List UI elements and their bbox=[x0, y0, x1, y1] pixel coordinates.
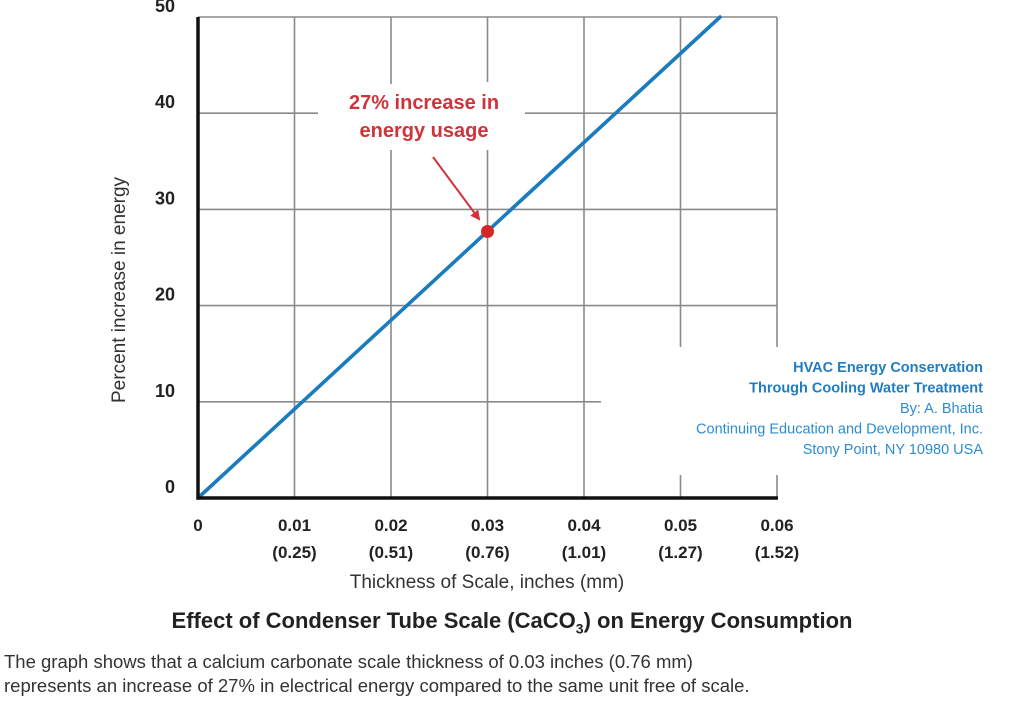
title-text: Effect of Condenser Tube Scale (CaCO bbox=[171, 608, 576, 633]
x-tick-label: 0.05 bbox=[664, 516, 697, 535]
credit-line: Continuing Education and Development, In… bbox=[696, 422, 983, 438]
x-tick-sublabel: (1.01) bbox=[562, 543, 606, 562]
annotation-arrow bbox=[432, 156, 481, 221]
x-tick-sublabel: (0.51) bbox=[369, 543, 413, 562]
x-tick-label: 0.03 bbox=[471, 516, 504, 535]
caption-line-2: represents an increase of 27% in electri… bbox=[4, 675, 750, 696]
annotation-line-1: 27% increase in bbox=[349, 92, 499, 114]
y-axis-label: Percent increase in energy bbox=[109, 176, 130, 403]
highlight-point bbox=[481, 225, 494, 239]
series-layer bbox=[196, 15, 722, 500]
caption: The graph shows that a calcium carbonate… bbox=[4, 650, 750, 698]
x-tick-sublabel: (1.27) bbox=[658, 543, 702, 562]
y-tick-label: 20 bbox=[155, 285, 175, 305]
annotation: 27% increase in energy usage bbox=[349, 92, 499, 142]
y-tick-labels: 0 10 20 30 40 50 bbox=[155, 0, 175, 497]
y-tick-label: 50 bbox=[155, 0, 175, 16]
y-tick-label: 40 bbox=[155, 92, 175, 112]
caption-line-1: The graph shows that a calcium carbonate… bbox=[4, 651, 693, 672]
axes bbox=[196, 17, 778, 500]
x-tick-label: 0.04 bbox=[567, 516, 601, 535]
title-text-end: ) on Energy Consumption bbox=[583, 608, 853, 633]
credit-line: Through Cooling Water Treatment bbox=[749, 381, 983, 397]
credit-line: Stony Point, NY 10980 USA bbox=[803, 442, 984, 458]
credit-line: HVAC Energy Conservation bbox=[793, 360, 983, 376]
x-tick-labels: 0 0.01 (0.25) 0.02 (0.51) 0.03 (0.76) 0.04 (1.01… bbox=[193, 516, 799, 562]
grid bbox=[198, 16, 778, 498]
series-line bbox=[196, 15, 722, 500]
credit-block: HVAC Energy Conservation Through Cooling … bbox=[696, 360, 984, 458]
credit-line: By: A. Bhatia bbox=[900, 401, 984, 417]
x-tick-label: 0.02 bbox=[374, 516, 407, 535]
y-tick-label: 30 bbox=[155, 188, 175, 208]
x-tick-sublabel: (1.52) bbox=[755, 543, 799, 562]
title-subscript: 3 bbox=[575, 620, 584, 637]
x-tick-label: 0 bbox=[193, 516, 202, 535]
x-tick-label: 0.01 bbox=[278, 516, 311, 535]
chart: 0 10 20 30 40 50 0 0.01 (0.25) 0.02 (0.51) 0.03 (0.… bbox=[109, 0, 984, 593]
x-tick-label: 0.06 bbox=[760, 516, 793, 535]
y-tick-label: 10 bbox=[155, 381, 175, 401]
y-tick-label: 0 bbox=[165, 477, 175, 497]
figure-title: Effect of Condenser Tube Scale (CaCO3) o… bbox=[0, 608, 1024, 636]
x-axis-label: Thickness of Scale, inches (mm) bbox=[350, 572, 625, 593]
x-tick-sublabel: (0.76) bbox=[465, 543, 509, 562]
annotation-line-2: energy usage bbox=[360, 120, 489, 142]
x-tick-sublabel: (0.25) bbox=[272, 543, 316, 562]
